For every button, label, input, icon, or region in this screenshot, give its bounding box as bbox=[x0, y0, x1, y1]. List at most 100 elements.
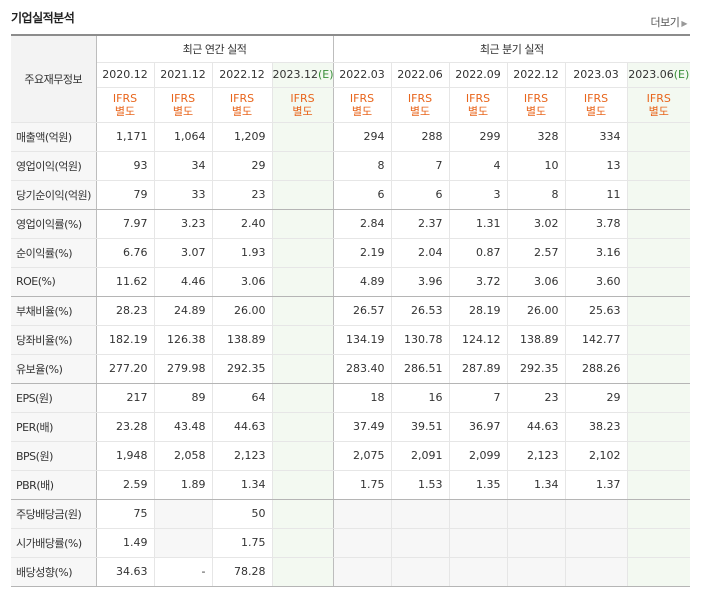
table-cell: 4.89 bbox=[332, 267, 392, 297]
table-cell: 3.78 bbox=[564, 209, 628, 239]
table-cell: 3.72 bbox=[448, 267, 508, 297]
section-title: 기업실적분석 bbox=[11, 11, 75, 25]
table-cell bbox=[626, 499, 691, 529]
table-cell: 2.59 bbox=[95, 470, 154, 500]
row-label: 영업이익(억원) bbox=[11, 151, 97, 181]
table-cell bbox=[271, 557, 334, 587]
table-cell bbox=[271, 122, 334, 152]
std-separate: 별도 bbox=[409, 104, 431, 118]
table-row: 주당배당금(원) 75 50 bbox=[11, 499, 691, 529]
std-ifrs: IFRS bbox=[646, 91, 671, 105]
table-cell: 44.63 bbox=[506, 412, 566, 442]
table-cell bbox=[390, 499, 450, 529]
group-quarter-header: 최근 분기 실적 bbox=[332, 35, 691, 63]
table-cell: 7 bbox=[390, 151, 450, 181]
table-cell bbox=[626, 557, 691, 587]
table-row: PER(배) 23.28 43.48 44.63 37.49 39.51 36.97 44.6… bbox=[11, 412, 691, 442]
table-cell: 6 bbox=[390, 180, 450, 210]
row-label: 당좌비율(%) bbox=[11, 325, 97, 355]
table-row: ROE(%) 11.62 4.46 3.06 4.89 3.96 3.72 3.06 3.60 bbox=[11, 267, 691, 297]
table-cell: 50 bbox=[211, 499, 272, 529]
table-cell bbox=[626, 267, 691, 297]
std-separate: 별도 bbox=[114, 104, 136, 118]
table-cell bbox=[332, 557, 392, 587]
table-cell: 1.93 bbox=[211, 238, 272, 268]
table-cell bbox=[626, 528, 691, 558]
table-cell: 1.31 bbox=[448, 209, 508, 239]
table-cell bbox=[626, 441, 691, 471]
table-cell: 138.89 bbox=[506, 325, 566, 355]
table-cell bbox=[626, 383, 691, 413]
row-header-label: 주요재무정보 bbox=[11, 35, 97, 123]
table-cell: 1.49 bbox=[95, 528, 154, 558]
std-separate: 별도 bbox=[585, 104, 607, 118]
period-header: 2021.12 bbox=[153, 62, 212, 88]
row-label: 부채비율(%) bbox=[11, 296, 97, 326]
table-row: PBR(배) 2.59 1.89 1.34 1.75 1.53 1.35 1.34 1.37 bbox=[11, 470, 691, 500]
table-cell: 292.35 bbox=[506, 354, 566, 384]
table-cell: 2,099 bbox=[448, 441, 508, 471]
table-cell: 2,102 bbox=[564, 441, 628, 471]
table-row: 영업이익률(%) 7.97 3.23 2.40 2.84 2.37 1.31 3.02 3.78 bbox=[11, 209, 691, 239]
table-cell: 288.26 bbox=[564, 354, 628, 384]
std-ifrs: IFRS bbox=[349, 91, 375, 105]
table-cell: 38.23 bbox=[564, 412, 628, 442]
table-cell bbox=[564, 528, 628, 558]
more-link[interactable]: 더보기 ▶ bbox=[650, 14, 687, 30]
table-cell: 2,058 bbox=[153, 441, 212, 471]
table-cell: 26.00 bbox=[506, 296, 566, 326]
table-cell: 1.34 bbox=[211, 470, 272, 500]
table-cell bbox=[448, 557, 508, 587]
accounting-standard: IFRS 별도 bbox=[626, 87, 691, 123]
table-cell: 11 bbox=[564, 180, 628, 210]
table-cell: 64 bbox=[211, 383, 272, 413]
table-cell: 2,075 bbox=[332, 441, 392, 471]
table-cell: 2.37 bbox=[390, 209, 450, 239]
table-cell: 3.06 bbox=[211, 267, 272, 297]
std-ifrs: IFRS bbox=[407, 91, 433, 105]
table-cell bbox=[390, 528, 450, 558]
row-label: EPS(원) bbox=[11, 383, 97, 413]
accounting-standard: IFRS 별도 bbox=[506, 87, 566, 123]
row-label: 시가배당률(%) bbox=[11, 528, 97, 558]
table-cell: 4 bbox=[448, 151, 508, 181]
table-cell bbox=[626, 209, 691, 239]
period-header: 2022.06 bbox=[390, 62, 450, 88]
row-label: ROE(%) bbox=[11, 267, 97, 297]
table-cell: 28.23 bbox=[95, 296, 154, 326]
std-separate: 별도 bbox=[525, 104, 547, 118]
table-cell: 13 bbox=[564, 151, 628, 181]
table-cell: 2,091 bbox=[390, 441, 450, 471]
table-row: 영업이익(억원) 93 34 29 8 7 4 10 13 bbox=[11, 151, 691, 181]
table-cell: 3.96 bbox=[390, 267, 450, 297]
table-cell: 78.28 bbox=[211, 557, 272, 587]
std-ifrs: IFRS bbox=[290, 91, 315, 105]
table-cell: 1,948 bbox=[95, 441, 154, 471]
table-cell: 75 bbox=[95, 499, 154, 529]
table-cell: 93 bbox=[95, 151, 154, 181]
period-header: 2020.12 bbox=[96, 62, 154, 88]
row-label: 주당배당금(원) bbox=[11, 499, 97, 529]
std-separate: 별도 bbox=[231, 104, 253, 118]
table-cell bbox=[271, 209, 334, 239]
table-cell bbox=[271, 383, 334, 413]
table-cell: 28.19 bbox=[448, 296, 508, 326]
table-cell bbox=[564, 557, 628, 587]
table-cell: 36.97 bbox=[448, 412, 508, 442]
table-cell: 126.38 bbox=[153, 325, 212, 355]
more-label: 더보기 bbox=[650, 16, 680, 29]
table-cell: 29 bbox=[564, 383, 628, 413]
table-cell: 334 bbox=[564, 122, 628, 152]
table-cell bbox=[153, 499, 212, 529]
table-cell: 130.78 bbox=[390, 325, 450, 355]
table-cell: 23 bbox=[506, 383, 566, 413]
period-header: 2022.12 bbox=[506, 62, 566, 88]
table-row: 배당성향(%) 34.63-78.28 bbox=[11, 557, 691, 587]
table-cell bbox=[271, 499, 334, 529]
table-cell bbox=[626, 296, 691, 326]
table-row: 시가배당률(%) 1.49 1.75 bbox=[11, 528, 691, 558]
table-cell: 2.57 bbox=[506, 238, 566, 268]
table-cell: 294 bbox=[332, 122, 392, 152]
table-cell: 44.63 bbox=[211, 412, 272, 442]
table-row: 매출액(억원) 1,171 1,064 1,209 294 288 299 328 334 bbox=[11, 122, 691, 152]
